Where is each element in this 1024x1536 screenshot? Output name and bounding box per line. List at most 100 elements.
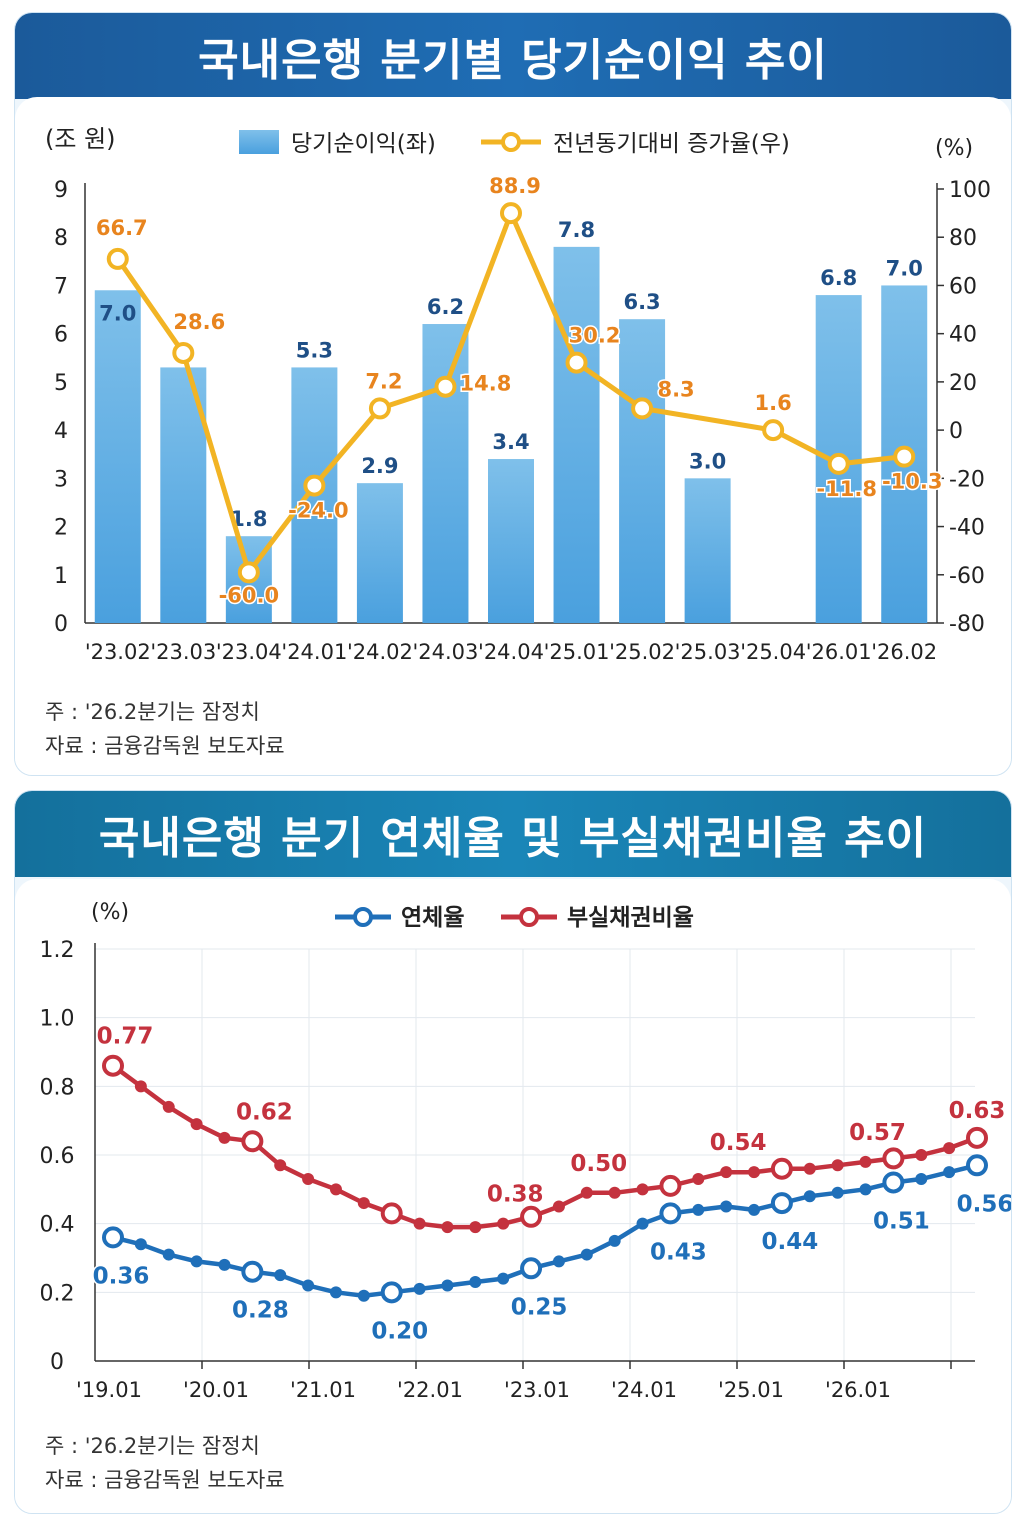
y-right-tick-label: 60 [949, 274, 977, 299]
y-unit: (%) [91, 900, 129, 925]
npl-marker [520, 1205, 543, 1228]
npl-line [111, 1063, 978, 1230]
legend-npl-label: 부실채권비율 [567, 905, 694, 931]
delinquency-point [859, 1183, 872, 1196]
delinquency-chart: 0 0.2 0.4 0.6 0.8 1.0 1.2 '19.01 '20.01 '21.01 '22… [40, 900, 1012, 1402]
npl-marker [770, 1157, 793, 1180]
delinquency-value-label: 0.51 [873, 1208, 930, 1234]
chart2-note: 주 : '26.2분기는 잠정치 [45, 1434, 260, 1458]
npl-marker [102, 1054, 124, 1077]
y-right-tick-label: 80 [949, 226, 977, 251]
y-left-tick-label: 2 [54, 516, 68, 541]
growth-value-label: 8.3 [657, 377, 694, 401]
x-tick-label: '23.03 [150, 640, 216, 664]
growth-point [237, 561, 260, 584]
growth-value-label: 28.6 [173, 310, 225, 334]
growth-point [500, 202, 522, 225]
npl-point [943, 1142, 956, 1155]
delinquency-panel: 국내은행 분기 연체율 및 부실채권비율 추이 0 0.2 0.4 0.6 0.8 1.0… [14, 790, 1012, 1514]
npl-value-label: 0.62 [236, 1099, 293, 1125]
bar [553, 246, 600, 623]
npl-value-label: 0.63 [949, 1098, 1006, 1124]
growth-value-label: -24.0 [288, 499, 349, 523]
chart1-card: 0 1 2 3 4 5 6 7 8 9 -80 -60 -40 -20 0 20 40 60 80 100 (조 원) (… [15, 97, 1011, 775]
y-tick-label: 0 [50, 1350, 64, 1375]
bar [422, 324, 469, 623]
npl-point [608, 1186, 621, 1199]
delinquency-point [469, 1276, 482, 1289]
chart1-note: 주 : '26.2분기는 잠정치 [45, 700, 260, 724]
delinquency-marker [659, 1202, 682, 1225]
x-tick-label: '24.02 [347, 640, 413, 664]
chart1-source: 자료 : 금융감독원 보도자료 [45, 734, 285, 758]
delinquency-point [218, 1258, 231, 1271]
bar-value-label: 3.0 [689, 449, 726, 473]
bar-value-label: 7.0 [886, 256, 923, 280]
growth-point [172, 341, 195, 364]
y-right-tick-label: -80 [949, 612, 985, 637]
delinquency-marker [882, 1171, 905, 1194]
delinquency-point [441, 1279, 454, 1292]
bar [94, 290, 141, 623]
npl-value-label: 0.54 [710, 1130, 767, 1156]
x-tick-label: '25.02 [609, 640, 675, 664]
npl-value-label: 0.38 [487, 1182, 544, 1208]
growth-value-label: -11.8 [816, 477, 877, 501]
y-right-tick-label: -20 [949, 467, 985, 492]
npl-point [692, 1173, 705, 1186]
npl-point [915, 1149, 928, 1161]
npl-marker [241, 1130, 264, 1153]
growth-point [893, 445, 916, 468]
delinquency-point [497, 1272, 510, 1285]
delinquency-value-label: 0.36 [93, 1263, 150, 1289]
delinquency-value-label: 0.44 [762, 1229, 819, 1255]
npl-point [302, 1173, 315, 1186]
npl-point [469, 1221, 482, 1234]
net-income-panel: 국내은행 분기별 당기순이익 추이 0 1 2 3 4 5 6 7 8 9 -80 -60 -40 -20… [14, 12, 1012, 776]
delinquency-marker [770, 1192, 793, 1215]
y-right-tick-label: 40 [949, 323, 977, 348]
growth-point [565, 351, 588, 374]
x-tick-label: '23.04 [216, 640, 282, 664]
npl-point [859, 1155, 872, 1168]
legend-line-marker [501, 132, 521, 152]
chart2-title: 국내은행 분기 연체율 및 부실채권비율 추이 [15, 791, 1011, 877]
x-tick-label: '24.04 [478, 640, 544, 664]
legend-delinquency-marker [353, 907, 373, 927]
delinquency-point [329, 1286, 342, 1299]
bar [356, 483, 403, 623]
delinquency-point [162, 1248, 175, 1261]
y-right-tick-label: -40 [949, 516, 985, 541]
npl-point [441, 1221, 454, 1234]
legend-line-label: 전년동기대비 증가율(우) [553, 131, 790, 157]
y-left-tick-label: 5 [54, 371, 68, 396]
y-left-tick-label: 8 [54, 226, 68, 251]
delinquency-point [274, 1269, 287, 1282]
delinquency-point [413, 1282, 426, 1295]
x-tick-label: '24.01 [611, 1378, 677, 1402]
x-tick-label: '22.01 [397, 1378, 463, 1402]
npl-point [831, 1159, 844, 1172]
x-tick-label: '26.01 [806, 640, 872, 664]
growth-value-label: 1.6 [755, 391, 792, 415]
growth-point [434, 375, 457, 398]
growth-value-label: -10.3 [882, 470, 943, 494]
x-tick-label: '26.02 [871, 640, 937, 664]
x-tick-label: '23.01 [504, 1378, 570, 1402]
delinquency-point [636, 1217, 649, 1230]
delinquency-point [552, 1255, 565, 1268]
growth-value-label: 14.8 [460, 372, 512, 396]
npl-value-label: 0.57 [849, 1120, 906, 1146]
y-tick-label: 0.8 [40, 1075, 75, 1100]
x-tick-label: '20.01 [183, 1378, 249, 1402]
delinquency-point [608, 1234, 621, 1247]
npl-marker [966, 1126, 988, 1149]
delinquency-marker [520, 1257, 543, 1280]
delinquency-marker [966, 1154, 988, 1177]
npl-point [134, 1080, 147, 1093]
y-right-unit: (%) [935, 136, 973, 161]
x-tick-label: '24.03 [413, 640, 479, 664]
growth-line [115, 210, 905, 575]
delinquency-point [190, 1255, 203, 1268]
y-right-tick-label: 100 [949, 178, 991, 203]
